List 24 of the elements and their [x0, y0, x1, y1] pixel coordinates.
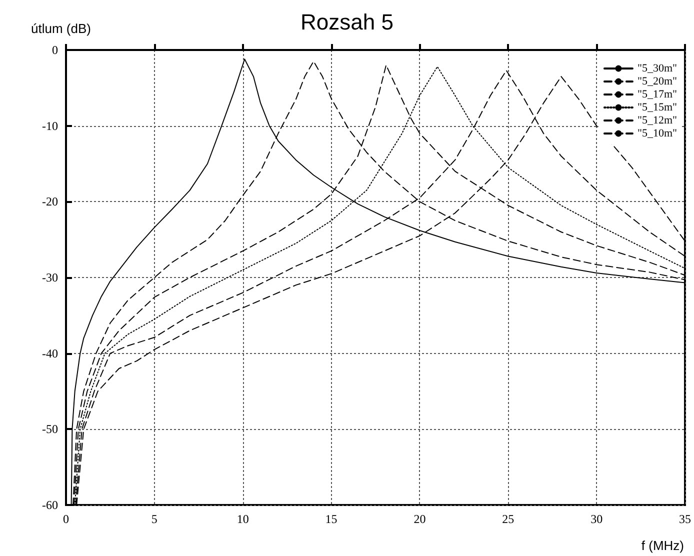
- legend-label: "5_20m": [637, 76, 678, 88]
- x-tick-label: 10: [236, 512, 249, 526]
- y-axis-title: útlum (dB): [31, 21, 91, 36]
- y-tick-label: -10: [42, 118, 58, 133]
- y-tick-label: -40: [42, 346, 58, 360]
- x-tick-label: 0: [63, 512, 69, 526]
- y-tick-label: -60: [42, 498, 58, 512]
- legend-label: "5_10m": [637, 128, 678, 140]
- x-tick-label: 20: [414, 512, 426, 526]
- legend-label: "5_17m": [637, 88, 678, 100]
- x-tick-label: 30: [590, 512, 603, 526]
- x-tick-label: 15: [325, 512, 338, 526]
- chart-title: Rozsah 5: [300, 10, 394, 34]
- legend-label: "5_30m": [637, 62, 678, 74]
- x-tick-label: 25: [502, 512, 514, 526]
- y-tick-label: -50: [42, 422, 58, 436]
- legend-label: "5_12m": [637, 114, 678, 126]
- y-tick-label: -20: [42, 194, 58, 209]
- y-tick-label: 0: [52, 43, 58, 57]
- x-tick-label: 5: [151, 512, 158, 526]
- legend-label: "5_15m": [637, 102, 678, 114]
- x-tick-label: 35: [679, 512, 691, 526]
- x-axis-title: f (MHz): [641, 538, 684, 553]
- y-tick-label: -30: [42, 270, 58, 284]
